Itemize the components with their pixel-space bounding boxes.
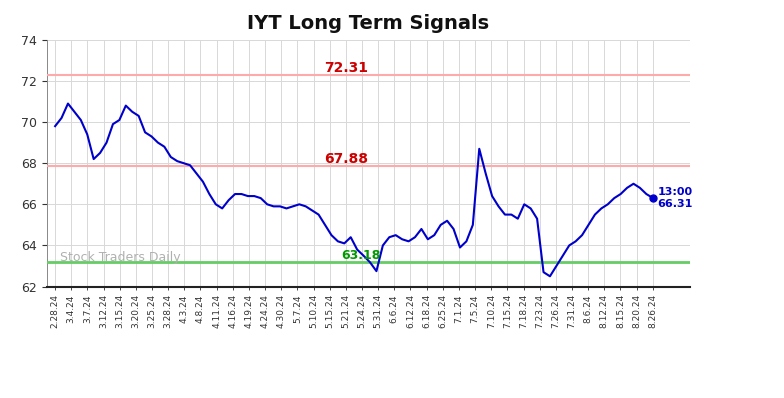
Text: 13:00
66.31: 13:00 66.31 bbox=[658, 187, 693, 209]
Text: 67.88: 67.88 bbox=[324, 152, 368, 166]
Text: 63.18: 63.18 bbox=[342, 249, 381, 262]
Text: Stock Traders Daily: Stock Traders Daily bbox=[60, 252, 180, 264]
Title: IYT Long Term Signals: IYT Long Term Signals bbox=[248, 14, 489, 33]
Text: 72.31: 72.31 bbox=[324, 61, 368, 75]
